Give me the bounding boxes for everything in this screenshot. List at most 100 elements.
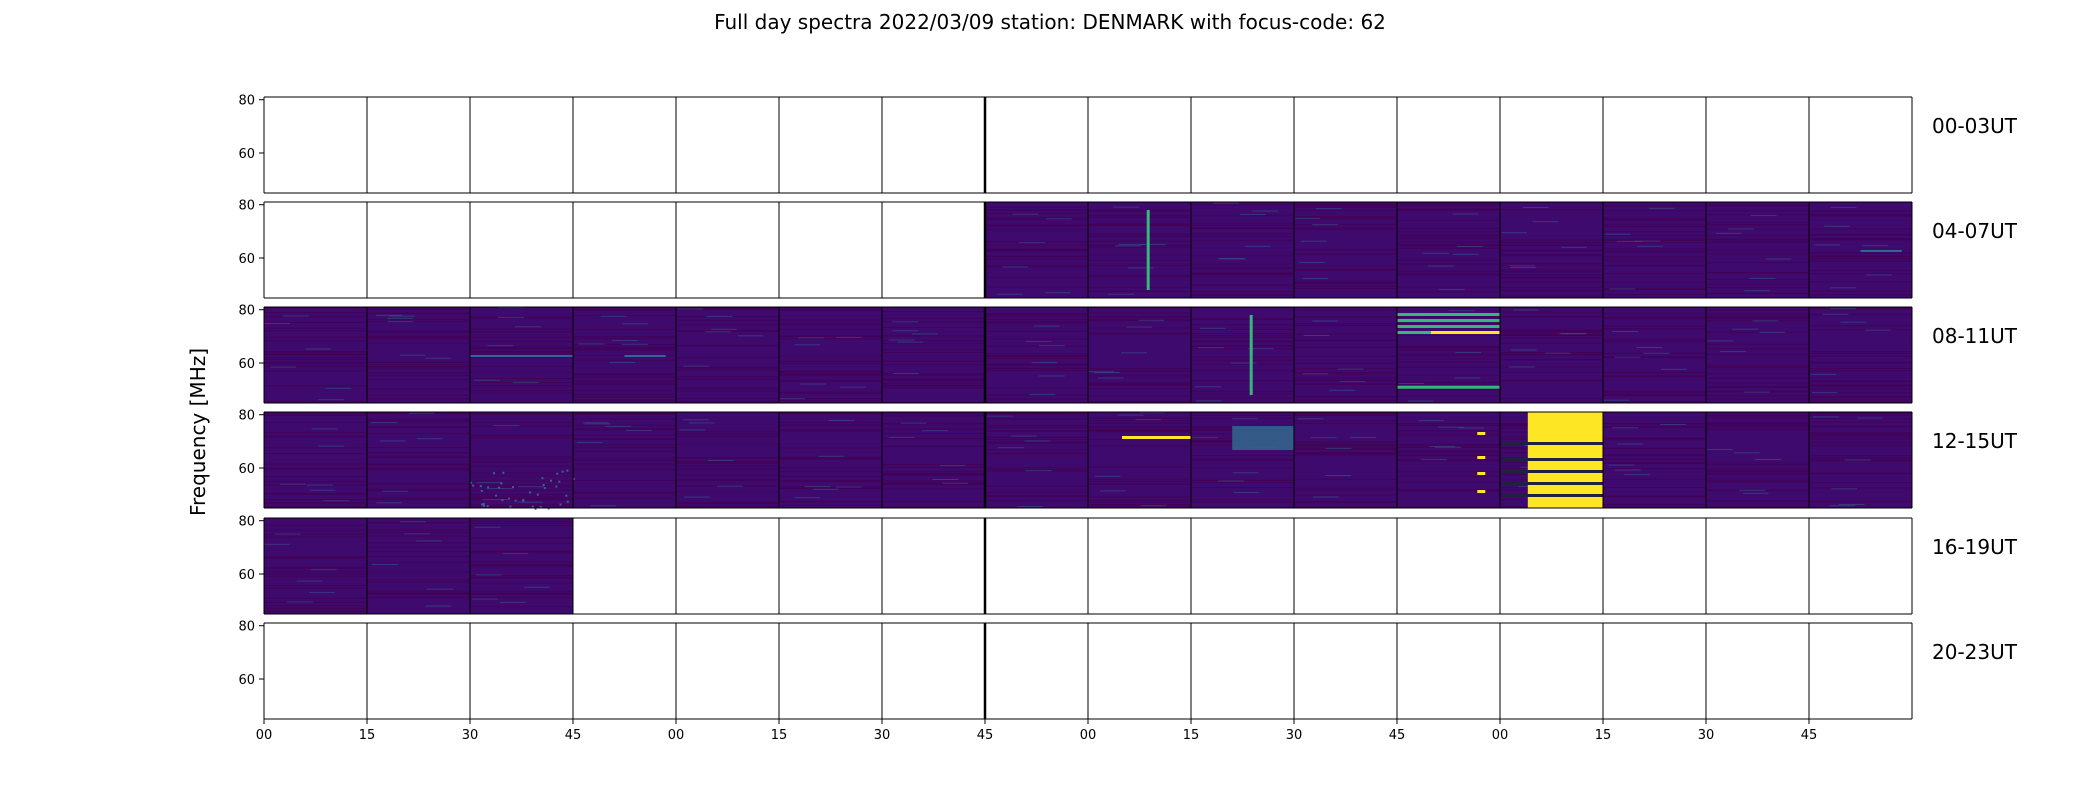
feature-band-line bbox=[1397, 325, 1500, 328]
noise-line bbox=[1809, 258, 1912, 260]
noise-line bbox=[1397, 395, 1500, 397]
noise-dash bbox=[1230, 362, 1257, 364]
noise-line bbox=[1088, 210, 1191, 212]
noise-line bbox=[985, 248, 1088, 250]
noise-line bbox=[882, 311, 985, 313]
noise-line bbox=[1603, 338, 1706, 340]
noise-line bbox=[1294, 506, 1397, 508]
noise-line bbox=[1706, 386, 1809, 388]
noise-line bbox=[1603, 390, 1706, 392]
noise-line bbox=[470, 577, 573, 579]
noise-line bbox=[1603, 455, 1706, 457]
noise-dash bbox=[684, 496, 710, 498]
noise-line bbox=[1191, 360, 1294, 362]
feature-speckle bbox=[502, 471, 505, 474]
noise-line bbox=[470, 494, 573, 496]
feature-band bbox=[1232, 426, 1294, 450]
noise-line bbox=[1397, 227, 1500, 229]
noise-line bbox=[985, 225, 1088, 227]
noise-line bbox=[1500, 379, 1603, 381]
y-tick-label: 60 bbox=[238, 252, 255, 267]
noise-dash bbox=[798, 337, 825, 339]
noise-dash bbox=[1313, 496, 1339, 498]
noise-line bbox=[779, 480, 882, 482]
y-tick-label: 60 bbox=[238, 462, 255, 477]
noise-line bbox=[985, 424, 1088, 426]
noise-line bbox=[1088, 264, 1191, 266]
noise-line bbox=[1294, 288, 1397, 289]
noise-line bbox=[882, 423, 985, 425]
noise-line bbox=[882, 464, 985, 466]
noise-line bbox=[1088, 496, 1191, 498]
noise-dash bbox=[888, 339, 915, 341]
noise-line bbox=[985, 316, 1088, 318]
noise-dash bbox=[518, 486, 544, 488]
noise-line bbox=[573, 429, 676, 431]
noise-line bbox=[1294, 489, 1397, 491]
noise-dash bbox=[1126, 326, 1153, 328]
noise-line bbox=[367, 420, 470, 422]
noise-dash bbox=[717, 485, 743, 487]
spectrum-panel bbox=[882, 412, 985, 508]
noise-dash bbox=[1138, 319, 1165, 321]
noise-line bbox=[1088, 235, 1191, 237]
noise-line bbox=[1088, 466, 1191, 468]
noise-line bbox=[985, 485, 1088, 487]
noise-line bbox=[264, 340, 367, 342]
row-time-label: 04-07UT bbox=[1932, 219, 2018, 243]
noise-line bbox=[1191, 222, 1294, 224]
noise-dash bbox=[1810, 373, 1837, 375]
noise-dash bbox=[1252, 210, 1278, 212]
noise-line bbox=[1191, 363, 1294, 365]
noise-line bbox=[1294, 377, 1397, 379]
noise-dash bbox=[309, 489, 336, 491]
noise-dash bbox=[323, 500, 349, 502]
feature-speckle bbox=[534, 507, 537, 510]
noise-line bbox=[1603, 462, 1706, 463]
noise-line bbox=[1500, 333, 1603, 335]
feature-block-line bbox=[1500, 442, 1603, 445]
noise-dash bbox=[582, 422, 609, 424]
noise-dash bbox=[1088, 371, 1114, 373]
noise-line bbox=[1809, 501, 1912, 502]
noise-line bbox=[1294, 283, 1397, 284]
noise-dash bbox=[282, 315, 309, 317]
noise-line bbox=[367, 426, 470, 428]
noise-line bbox=[676, 503, 779, 504]
noise-line bbox=[1191, 324, 1294, 326]
noise-line bbox=[367, 335, 470, 337]
noise-line bbox=[1397, 259, 1500, 261]
spectrum-panel bbox=[1294, 412, 1397, 508]
noise-line bbox=[1397, 346, 1500, 348]
x-tick-label: 45 bbox=[1801, 728, 1818, 743]
feature-vertical-burst bbox=[1146, 210, 1150, 290]
noise-line bbox=[1603, 328, 1706, 330]
noise-line bbox=[1294, 452, 1397, 454]
noise-line bbox=[573, 376, 676, 378]
noise-dash bbox=[1118, 244, 1145, 246]
noise-line bbox=[1603, 394, 1706, 396]
noise-dash bbox=[1544, 352, 1571, 354]
noise-dash bbox=[1232, 418, 1259, 420]
noise-line bbox=[1603, 318, 1706, 320]
noise-dash bbox=[812, 488, 839, 490]
feature-speckle bbox=[487, 486, 490, 489]
noise-dash bbox=[310, 569, 337, 571]
noise-line bbox=[985, 250, 1088, 252]
noise-line bbox=[264, 557, 367, 559]
noise-line bbox=[1191, 267, 1294, 269]
noise-dash bbox=[1707, 340, 1733, 342]
noise-line bbox=[1397, 241, 1500, 243]
noise-dash bbox=[1044, 292, 1071, 294]
feature-speckle bbox=[481, 503, 484, 506]
noise-line bbox=[573, 458, 676, 460]
noise-line bbox=[779, 391, 882, 393]
noise-line bbox=[1706, 249, 1809, 251]
noise-dash bbox=[482, 499, 508, 501]
noise-line bbox=[1191, 307, 1294, 309]
noise-dash bbox=[1339, 381, 1366, 383]
noise-line bbox=[1603, 372, 1706, 374]
noise-dash bbox=[1220, 258, 1246, 260]
row-time-label: 12-15UT bbox=[1932, 429, 2018, 453]
noise-line bbox=[1500, 331, 1603, 333]
